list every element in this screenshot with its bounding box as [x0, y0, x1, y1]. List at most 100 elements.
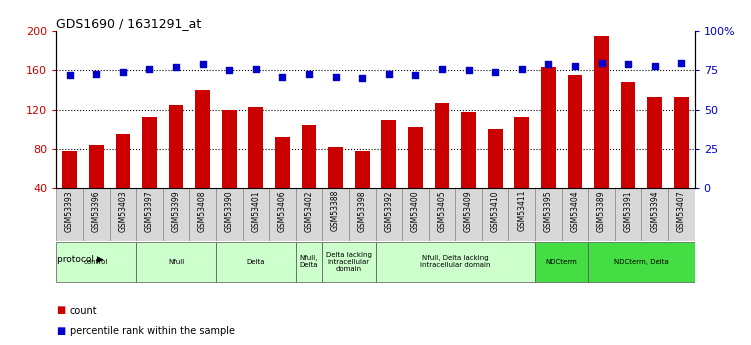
Bar — [641, 188, 668, 241]
Bar — [429, 188, 455, 241]
Bar — [514, 117, 529, 188]
Point — [64, 72, 76, 78]
Point — [649, 63, 661, 68]
Text: GSM53396: GSM53396 — [92, 190, 101, 231]
Point — [622, 61, 634, 67]
Text: GSM53404: GSM53404 — [571, 190, 580, 231]
Text: percentile rank within the sample: percentile rank within the sample — [70, 326, 235, 336]
Text: GSM53390: GSM53390 — [225, 190, 234, 231]
Text: GSM53394: GSM53394 — [650, 190, 659, 231]
Text: GSM53401: GSM53401 — [252, 190, 261, 231]
Bar — [296, 242, 322, 282]
Bar — [216, 188, 243, 241]
Text: NDCterm: NDCterm — [546, 259, 578, 265]
Bar — [189, 188, 216, 241]
Bar — [56, 242, 136, 282]
Bar — [116, 134, 130, 188]
Bar — [83, 188, 110, 241]
Text: Delta: Delta — [246, 259, 265, 265]
Bar — [136, 188, 163, 241]
Text: GSM53391: GSM53391 — [623, 190, 632, 231]
Text: GSM53398: GSM53398 — [357, 190, 366, 231]
Text: GSM53406: GSM53406 — [278, 190, 287, 231]
Bar — [142, 117, 157, 188]
Bar — [461, 112, 476, 188]
Bar — [216, 242, 296, 282]
Point — [197, 61, 209, 67]
Point — [356, 76, 368, 81]
Bar — [355, 151, 369, 188]
Bar — [594, 36, 609, 188]
Bar — [376, 188, 402, 241]
Bar — [382, 120, 396, 188]
Text: GSM53408: GSM53408 — [198, 190, 207, 231]
Bar — [322, 188, 349, 241]
Text: Delta lacking
intracellular
domain: Delta lacking intracellular domain — [326, 252, 372, 272]
Bar — [435, 103, 449, 188]
Text: GSM53403: GSM53403 — [119, 190, 128, 231]
Bar — [243, 188, 269, 241]
Bar — [62, 151, 77, 188]
Point — [90, 71, 102, 76]
Text: GSM53388: GSM53388 — [331, 190, 340, 231]
Bar — [647, 97, 662, 188]
Bar — [588, 188, 615, 241]
Bar — [402, 188, 429, 241]
Bar — [408, 127, 423, 188]
Text: GSM53411: GSM53411 — [517, 190, 526, 231]
Point — [170, 65, 182, 70]
Text: GSM53400: GSM53400 — [411, 190, 420, 231]
Bar — [668, 188, 695, 241]
Point — [542, 61, 554, 67]
Bar — [163, 188, 189, 241]
Bar — [535, 242, 588, 282]
Point — [569, 63, 581, 68]
Point — [276, 74, 288, 79]
Text: protocol ▶: protocol ▶ — [56, 255, 104, 264]
Bar — [56, 188, 83, 241]
Text: Nfull, Delta lacking
intracellular domain: Nfull, Delta lacking intracellular domai… — [420, 255, 490, 268]
Bar — [541, 68, 556, 188]
Bar — [322, 242, 376, 282]
Point — [436, 66, 448, 71]
Bar — [535, 188, 562, 241]
Text: GSM53405: GSM53405 — [438, 190, 447, 231]
Bar — [275, 137, 290, 188]
Point — [330, 74, 342, 79]
Point — [250, 66, 262, 71]
Text: GSM53410: GSM53410 — [490, 190, 499, 231]
Bar — [110, 188, 136, 241]
Bar — [674, 97, 689, 188]
Point — [143, 66, 155, 71]
Bar — [508, 188, 535, 241]
Bar — [249, 107, 263, 188]
Point — [596, 60, 608, 65]
Point — [489, 69, 501, 75]
Text: GSM53397: GSM53397 — [145, 190, 154, 231]
Bar — [482, 188, 508, 241]
Point — [303, 71, 315, 76]
Bar — [195, 90, 210, 188]
Text: GSM53407: GSM53407 — [677, 190, 686, 231]
Text: GSM53402: GSM53402 — [304, 190, 313, 231]
Bar — [562, 188, 588, 241]
Bar — [615, 188, 641, 241]
Bar — [349, 188, 376, 241]
Text: NDCterm, Delta: NDCterm, Delta — [614, 259, 669, 265]
Bar — [302, 125, 316, 188]
Bar — [568, 75, 582, 188]
Text: GSM53395: GSM53395 — [544, 190, 553, 231]
Bar — [222, 110, 237, 188]
Point — [117, 69, 129, 75]
Bar — [488, 129, 502, 188]
Text: GSM53389: GSM53389 — [597, 190, 606, 231]
Bar — [328, 147, 343, 188]
Bar — [89, 145, 104, 188]
Bar — [136, 242, 216, 282]
Bar — [455, 188, 482, 241]
Text: Nfull,
Delta: Nfull, Delta — [300, 255, 318, 268]
Text: GSM53392: GSM53392 — [385, 190, 394, 231]
Text: GSM53399: GSM53399 — [171, 190, 180, 231]
Bar — [621, 82, 635, 188]
Text: GSM53409: GSM53409 — [464, 190, 473, 231]
